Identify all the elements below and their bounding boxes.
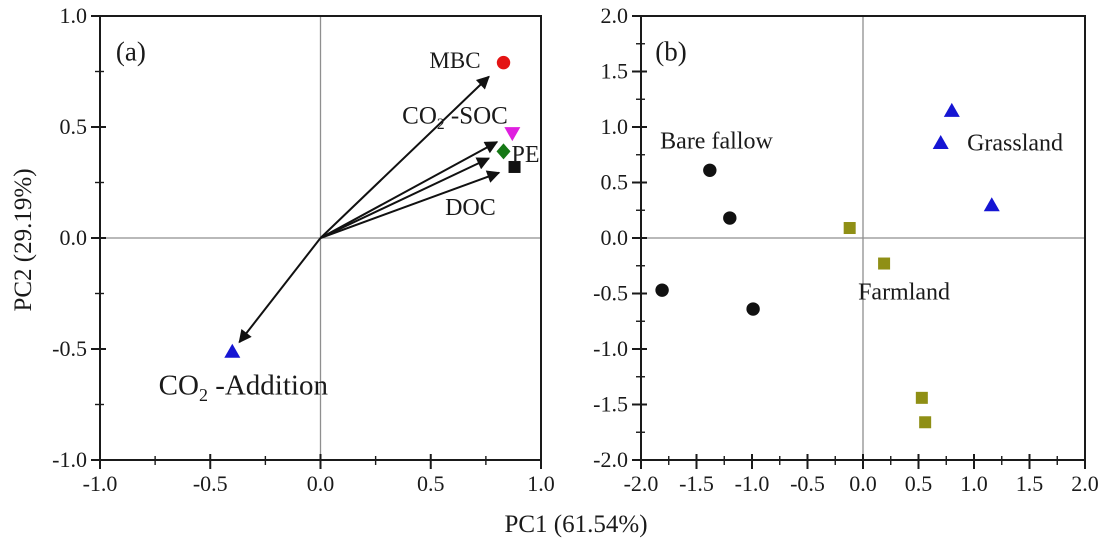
point-bare-fallow-3	[746, 302, 760, 316]
label-doc: DOC	[445, 195, 496, 221]
point-farmland-2	[915, 391, 928, 404]
arrow-pe	[320, 157, 491, 239]
point-co2-soc-0	[504, 127, 521, 142]
point-bare-fallow-2	[655, 283, 669, 297]
panel-tag-a: (a)	[116, 37, 146, 67]
point-doc-0	[508, 160, 521, 173]
y-tick-label: -1.5	[593, 392, 628, 417]
x-tick-label: -1.5	[679, 471, 714, 496]
label-grassland: Grassland	[967, 131, 1063, 157]
x-tick-label: -0.5	[790, 471, 825, 496]
x-tick-label: 2.0	[1071, 471, 1099, 496]
x-axis-label: PC1 (61.54%)	[504, 511, 648, 538]
y-tick-label: -0.5	[593, 281, 628, 306]
point-farmland-0	[843, 222, 856, 235]
x-tick-label: 0.0	[307, 471, 335, 496]
y-tick-label: 0.0	[60, 225, 88, 250]
label-bare-fallow: Bare fallow	[660, 128, 773, 154]
point-pe-0	[496, 143, 511, 160]
x-tick-label: 1.0	[960, 471, 988, 496]
x-tick-label: 0.5	[417, 471, 445, 496]
point-bare-fallow-1	[723, 211, 737, 225]
y-tick-label: 0.5	[60, 114, 88, 139]
point-grassland-1	[932, 135, 949, 150]
point-grassland-2	[983, 197, 1000, 212]
y-tick-label: 1.5	[601, 59, 629, 84]
y-tick-label: 1.0	[601, 114, 629, 139]
x-tick-label: -2.0	[624, 471, 659, 496]
x-tick-label: 1.0	[527, 471, 555, 496]
panel-b: -2.0 -1.5 -1.0 -0.5 0.0 0.5 1.0 1.5 2.0-2.0-1.5-…	[593, 3, 1099, 496]
point-grassland-0	[943, 102, 960, 117]
y-tick-label: 0.5	[601, 170, 629, 195]
y-tick-label: 2.0	[601, 3, 629, 28]
y-tick-label: -1.0	[52, 447, 87, 472]
label-farmland: Farmland	[858, 279, 950, 305]
arrow-co2-addition	[238, 237, 322, 344]
point-mbc-0	[496, 55, 511, 70]
point-farmland-3	[919, 416, 932, 429]
x-tick-label: -0.5	[193, 471, 228, 496]
y-tick-label: -2.0	[593, 447, 628, 472]
label-mbc: MBC	[429, 48, 480, 73]
point-bare-fallow-0	[703, 163, 717, 177]
y-axis-label: PC2 (29.19%)	[10, 168, 37, 312]
x-tick-label: 0.5	[905, 471, 933, 496]
x-tick-label: -1.0	[735, 471, 770, 496]
label-pe: PE	[512, 142, 540, 168]
arrow-co2-soc	[320, 141, 499, 239]
label-co2-soc: CO2​ -SOC	[402, 102, 508, 133]
arrow-doc	[320, 170, 501, 239]
panel-tag-b: (b)	[655, 37, 686, 67]
x-tick-label: 1.5	[1016, 471, 1044, 496]
y-tick-label: 1.0	[60, 3, 88, 28]
label-co2-addition: CO2​ -Addition	[159, 369, 329, 404]
panel-a: -1.0 -0.5 0.0 0.5 1.0 -1.0 -0.5 0.0 0.5 1.0 (a) MBC…	[52, 3, 555, 496]
y-tick-label: -0.5	[52, 336, 87, 361]
y-tick-label: -1.0	[593, 336, 628, 361]
point-farmland-1	[878, 257, 891, 270]
arrow-mbc	[319, 75, 490, 239]
x-tick-label: -1.0	[83, 471, 118, 496]
point-co2-addition-0	[224, 343, 241, 358]
x-tick-label: 0.0	[849, 471, 877, 496]
y-tick-label: 0.0	[601, 225, 629, 250]
